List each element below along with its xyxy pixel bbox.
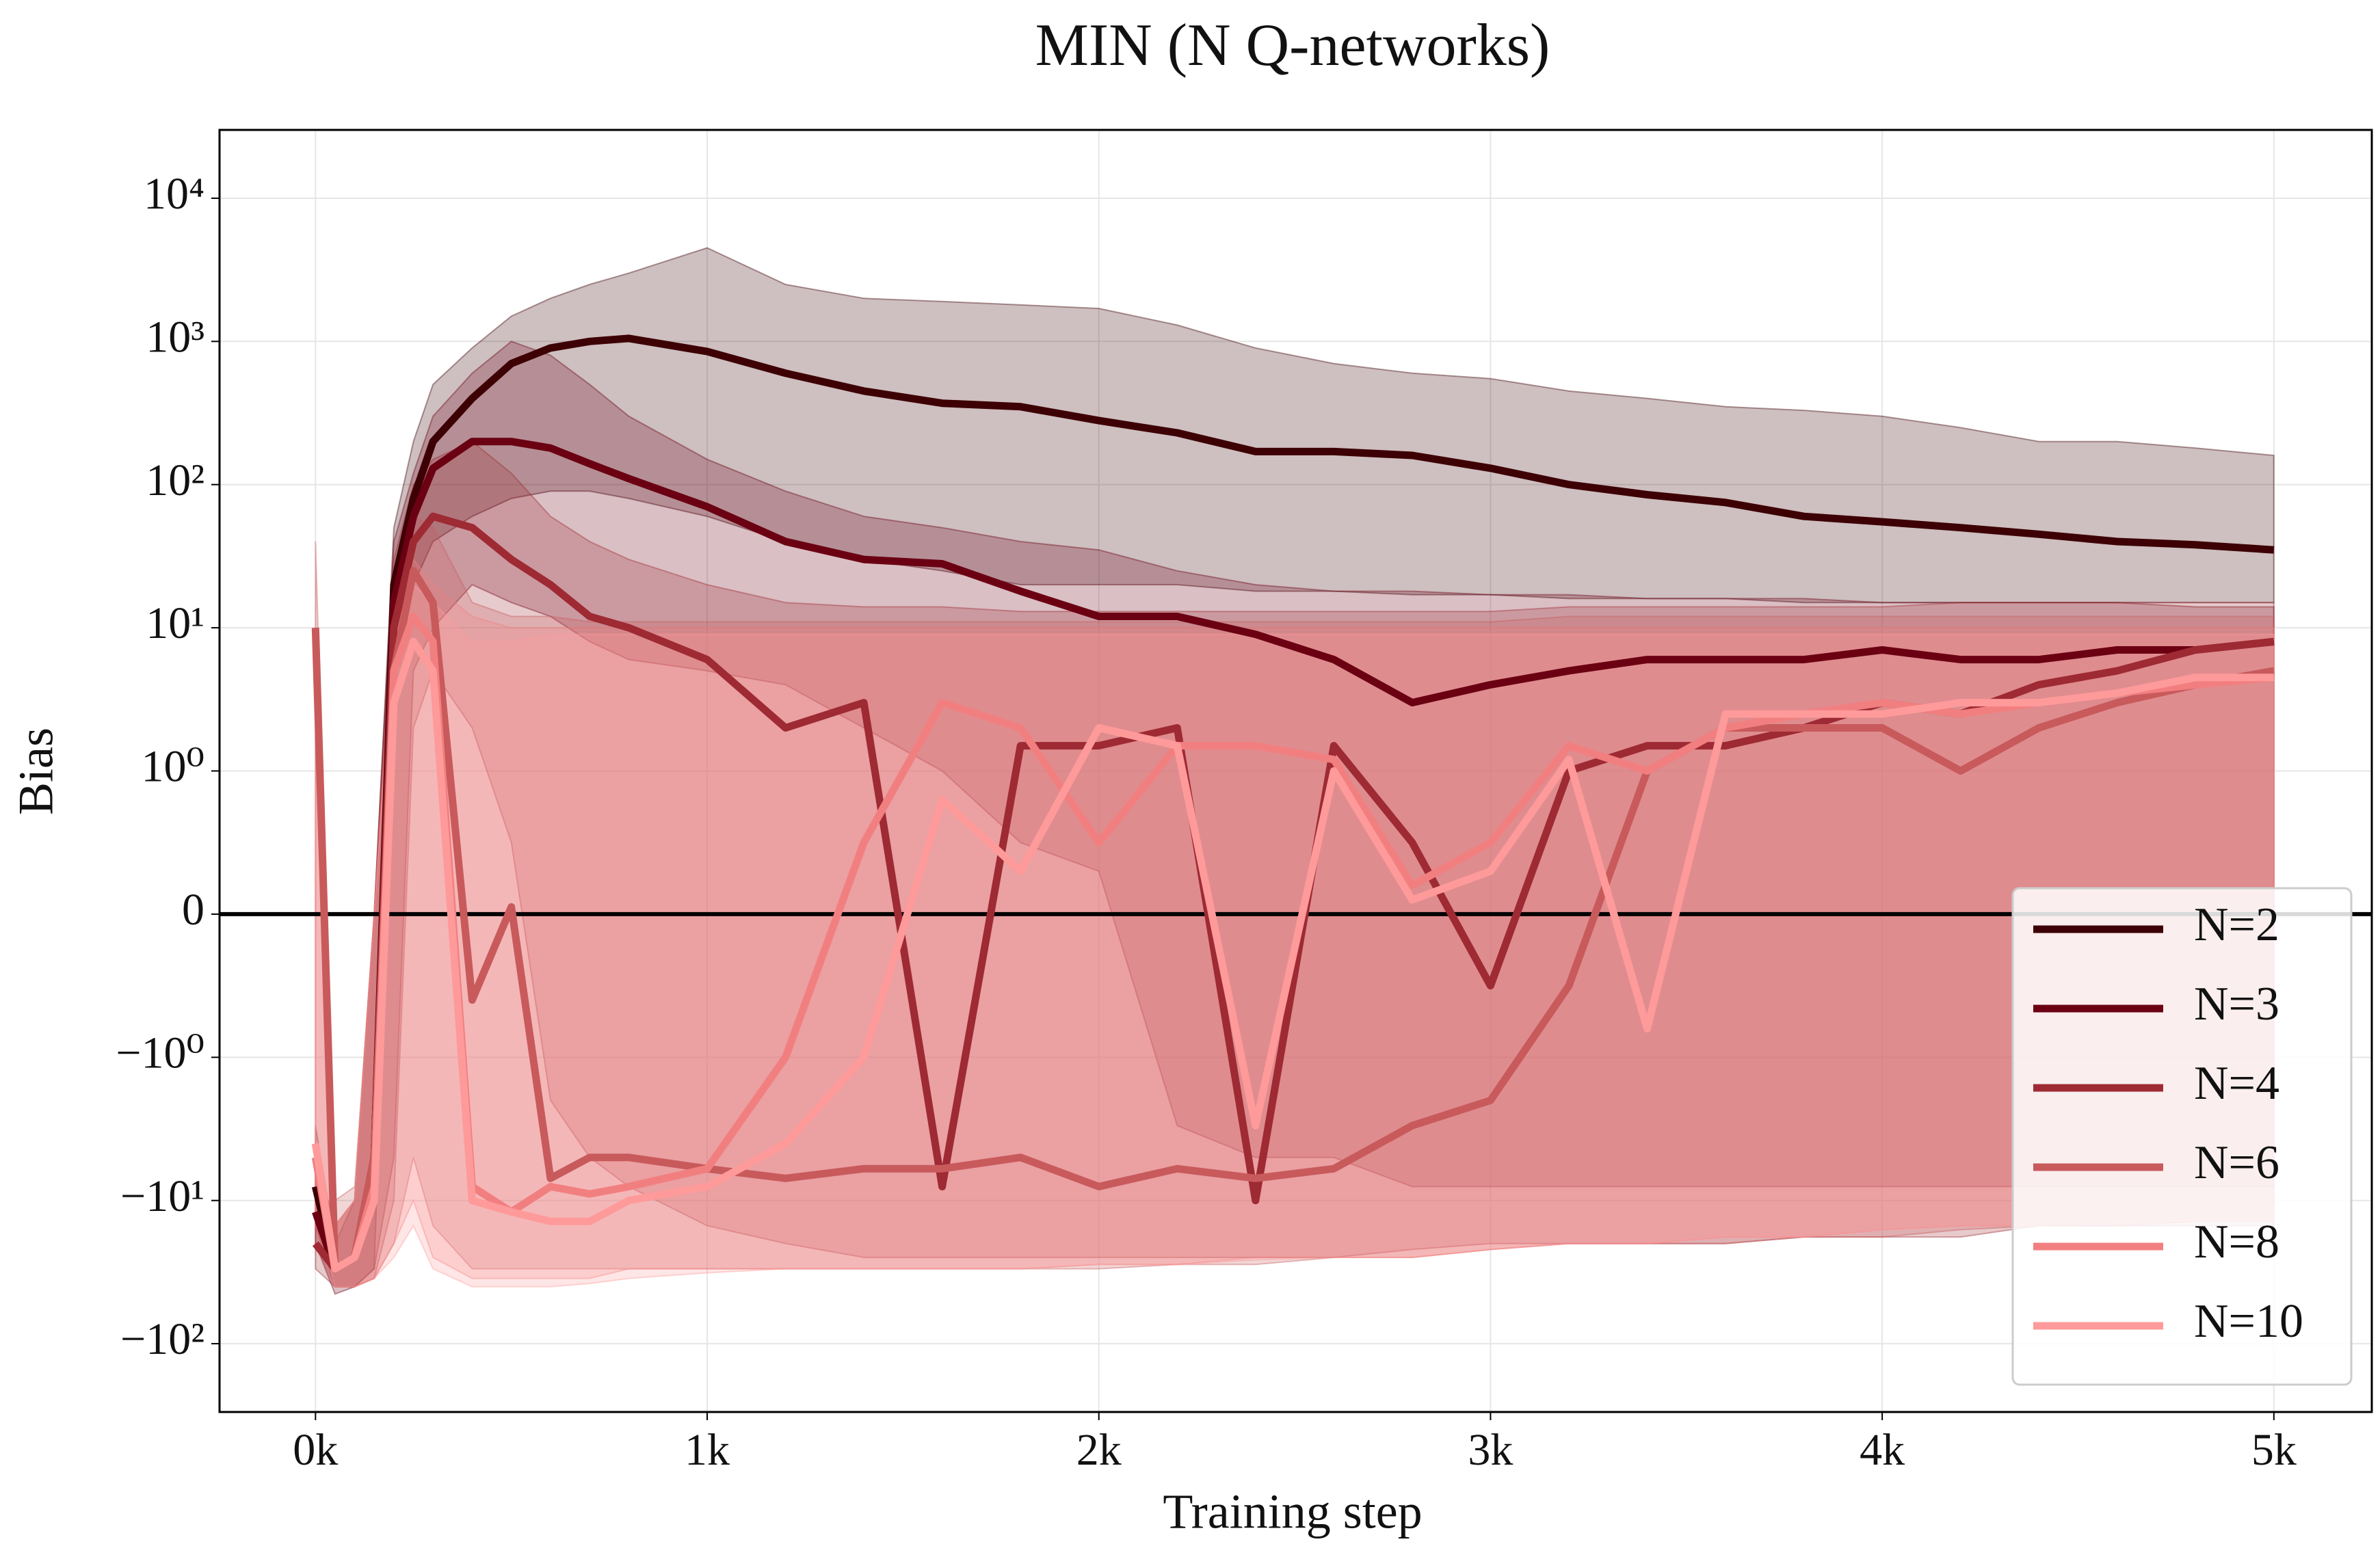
y-tick-label: 10³ [146, 312, 204, 362]
series-line [311, 613, 2275, 1273]
y-tick-label: 10² [146, 455, 204, 505]
lines [220, 334, 2372, 1273]
x-tick-label: 4k [1860, 1425, 1905, 1475]
bands [315, 247, 2275, 1295]
y-axis-label: Bias [9, 728, 64, 815]
y-tick-label: 0 [182, 885, 204, 935]
axes-frame [218, 129, 2373, 1413]
y-tick-label: 10⁴ [144, 169, 204, 219]
chart-title: MIN (N Q-networks) [1035, 12, 1550, 79]
ticks: −10² −10¹ −10⁰ 0 10⁰ 10¹ 10² 10³ 10⁴ 0k 1k 2k 3k 4k 5k [116, 169, 2297, 1475]
x-tick-label: 2k [1076, 1425, 1122, 1475]
x-tick-label: 3k [1468, 1425, 1513, 1475]
series-line [311, 637, 2274, 1273]
legend: N=2 N=3 N=4 N=6 N=8 N=10 [2011, 887, 2353, 1386]
error-band [315, 247, 2275, 1288]
y-tick-label: −10¹ [120, 1171, 204, 1221]
y-tick-label: 10¹ [146, 598, 204, 648]
x-tick-label: 5k [2251, 1425, 2297, 1475]
y-tick-label: −10² [120, 1314, 204, 1364]
series-line [311, 567, 2275, 1273]
legend-label: N=6 [2194, 1136, 2279, 1189]
legend-label: N=8 [2194, 1216, 2279, 1268]
legend-label: N=10 [2194, 1295, 2303, 1348]
legend-label: N=4 [2194, 1057, 2279, 1110]
series-line [311, 334, 2275, 1273]
x-axis-label: Training step [1163, 1484, 1422, 1539]
y-tick-label: −10⁰ [116, 1028, 204, 1078]
series-line [312, 438, 2275, 1273]
y-tick-label: 10⁰ [142, 742, 204, 792]
x-tick-label: 1k [685, 1425, 730, 1475]
legend-label: N=3 [2194, 978, 2279, 1030]
legend-label: N=2 [2194, 898, 2279, 951]
x-tick-label: 0k [293, 1425, 338, 1475]
